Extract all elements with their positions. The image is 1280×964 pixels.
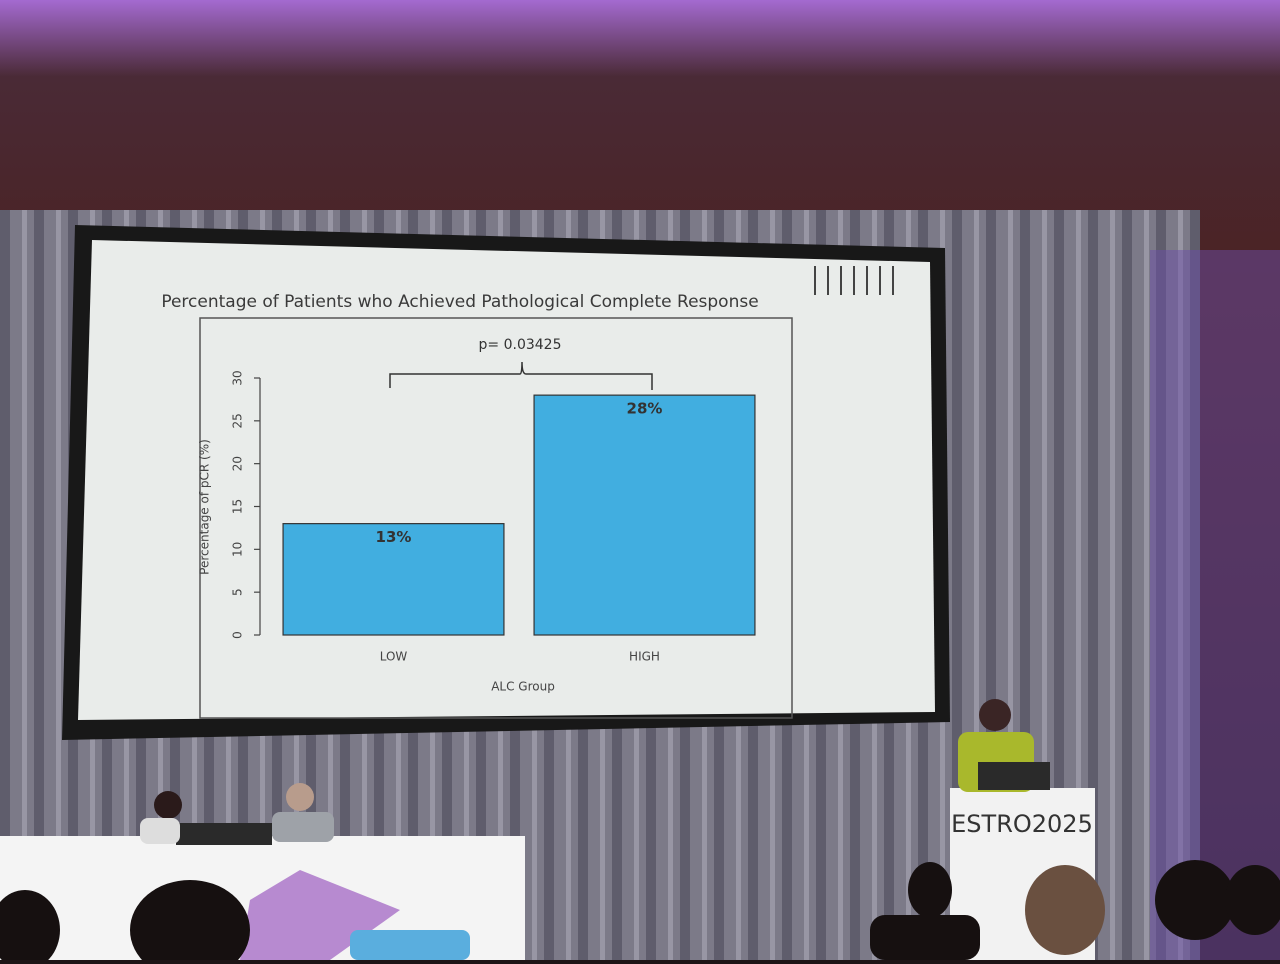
chart-title: Percentage of Patients who Achieved Path… (161, 292, 758, 312)
y-tick-label: 10 (231, 542, 245, 557)
y-tick-label: 5 (231, 588, 245, 596)
person (140, 818, 180, 844)
desk-deco (350, 930, 470, 960)
y-tick-label: 30 (231, 370, 245, 385)
x-tick-label: LOW (380, 650, 408, 664)
bracket (389, 361, 653, 390)
light (1150, 250, 1280, 960)
data-label: 13% (376, 528, 412, 546)
speaker (979, 699, 1011, 731)
data-label: 28% (627, 400, 663, 418)
y-tick-label: 25 (231, 413, 245, 428)
person (272, 812, 334, 842)
laptop (978, 762, 1050, 790)
person (286, 783, 314, 811)
bar (533, 394, 756, 636)
y-tick-label: 20 (231, 456, 245, 471)
y-axis-label: Percentage of pCR (%) (198, 439, 212, 575)
audience (0, 860, 1280, 964)
y-tick-label: 0 (231, 631, 245, 639)
y-tick-label: 15 (231, 499, 245, 514)
annotation: p= 0.03425 (479, 337, 562, 353)
person (154, 791, 182, 819)
podium-text: ESTRO2025 (951, 810, 1093, 838)
x-axis-label: ALC Group (491, 680, 555, 694)
slide-deco (814, 266, 894, 295)
plot-frame (199, 317, 793, 719)
x-tick-label: HIGH (629, 650, 660, 664)
monitor (176, 823, 272, 845)
bar (282, 523, 505, 636)
